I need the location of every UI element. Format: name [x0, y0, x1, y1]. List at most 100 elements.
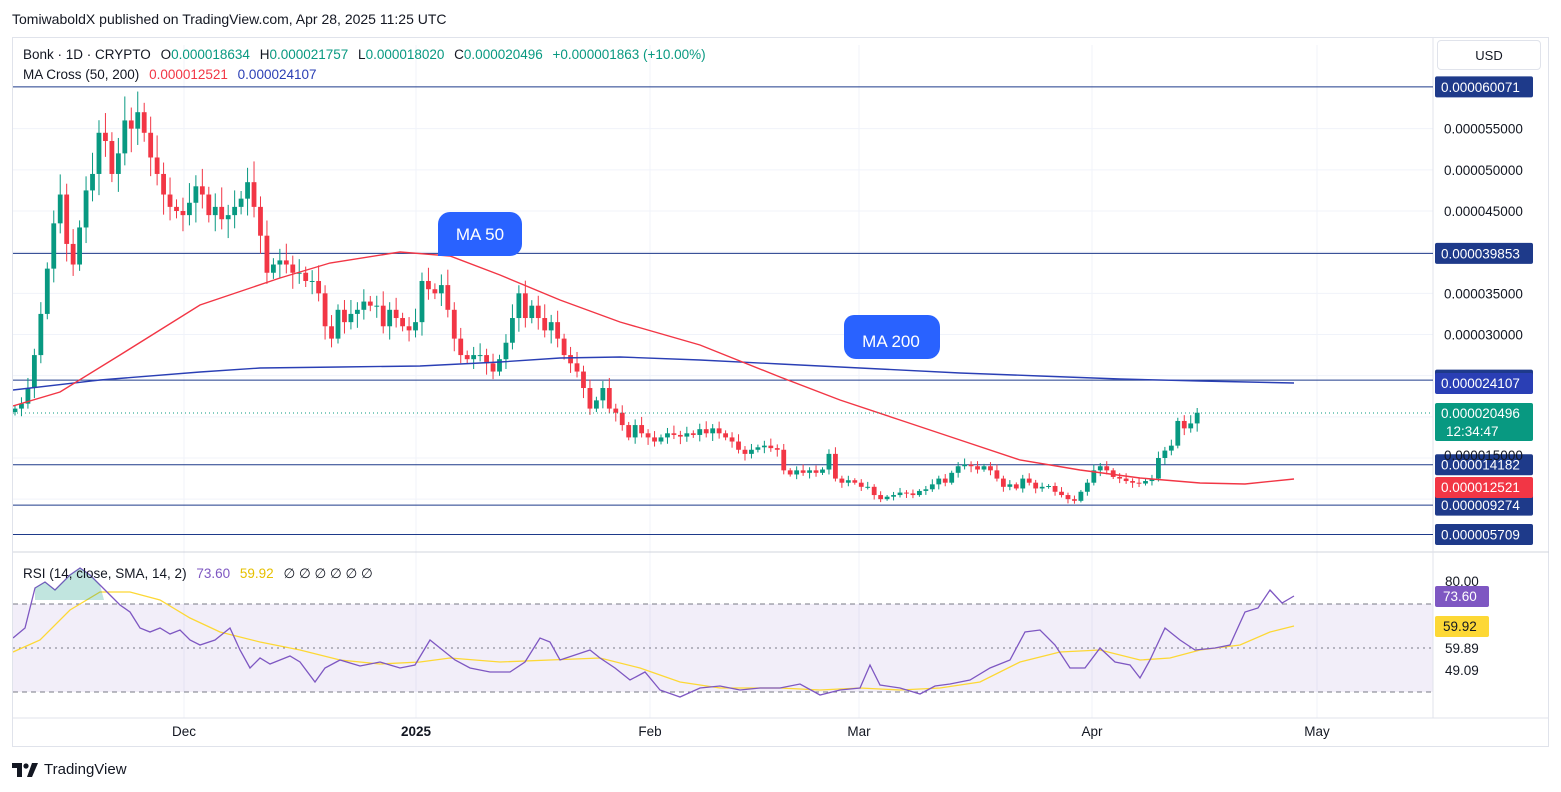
candle-111 — [729, 432, 735, 448]
candle-177 — [1156, 451, 1161, 482]
level-tag-text-5: 0.000005709 — [1441, 527, 1520, 542]
legend-h-label: H — [260, 47, 270, 62]
candle-88 — [581, 365, 586, 399]
candle-75 — [497, 354, 502, 376]
candle-84 — [555, 310, 561, 348]
candle-154 — [1007, 480, 1013, 491]
countdown-text: 12:34:47 — [1446, 424, 1499, 439]
candle-181 — [1181, 415, 1187, 436]
legend-rsi-extra: ∅ ∅ ∅ ∅ ∅ ∅ — [283, 566, 373, 581]
candle-81 — [535, 295, 541, 330]
ma200-annotation[interactable]: MA 200 — [844, 315, 940, 359]
candle-37 — [251, 161, 257, 218]
candle-172 — [1123, 473, 1129, 484]
candle-68 — [451, 302, 457, 352]
candle-96 — [632, 419, 638, 444]
price-axis-label-2: 0.000045000 — [1444, 204, 1523, 219]
candle-136 — [891, 491, 896, 501]
rsi-axis-80: 80.00 — [1445, 574, 1479, 589]
candle-46 — [309, 270, 315, 295]
candle-20 — [141, 102, 147, 142]
candle-167 — [1091, 464, 1097, 486]
candle-159 — [1039, 482, 1045, 492]
last-price-text: 0.000020496 — [1441, 406, 1520, 421]
candle-127 — [833, 447, 838, 482]
candle-131 — [858, 479, 864, 491]
publisher-header: TomiwaboldX published on TradingView.com… — [12, 11, 447, 27]
candle-24 — [167, 177, 173, 221]
candle-137 — [897, 487, 903, 498]
tradingview-footer[interactable]: TradingView — [12, 761, 127, 778]
legend-o-label: O — [161, 47, 172, 62]
candle-66 — [438, 274, 444, 307]
price-axis[interactable]: 0.000055000 0.000050000 0.000045000 0.00003… — [1444, 122, 1523, 343]
candle-79 — [522, 280, 528, 328]
candle-100 — [658, 434, 664, 445]
ma200-line — [13, 356, 1295, 391]
chart-container[interactable] — [12, 37, 1549, 747]
rsi-sma-line — [13, 591, 1295, 691]
candle-30 — [206, 186, 212, 223]
candle-139 — [910, 489, 916, 499]
level-tag-bg-1 — [1435, 242, 1533, 264]
candle-170 — [1110, 468, 1116, 480]
time-axis[interactable]: Dec 2025 Feb Mar Apr May — [172, 724, 1330, 739]
legend-rsi-value: 73.60 — [196, 566, 230, 581]
candle-0 — [13, 405, 18, 416]
candle-54 — [361, 289, 367, 320]
candle-22 — [154, 135, 160, 186]
candle-179 — [1168, 439, 1174, 456]
candle-92 — [606, 377, 612, 414]
candle-82 — [542, 304, 548, 338]
candle-40 — [271, 258, 276, 279]
candle-16 — [115, 137, 121, 192]
price-axis-label-0: 0.000055000 — [1444, 122, 1523, 137]
candle-94 — [619, 405, 625, 431]
candles — [13, 91, 1200, 504]
legend-high: 0.000021757 — [269, 47, 348, 62]
candle-33 — [225, 204, 231, 239]
candle-48 — [322, 285, 328, 340]
rsi-axis-v2: 49.09 — [1445, 663, 1479, 678]
candle-11 — [83, 176, 89, 244]
ma200-tag-text: 0.000024107 — [1441, 376, 1520, 391]
candle-165 — [1078, 489, 1084, 503]
candle-150 — [981, 463, 987, 472]
candle-10 — [77, 220, 82, 271]
candle-56 — [374, 295, 380, 318]
candle-83 — [548, 314, 554, 344]
candle-126 — [826, 449, 832, 475]
candle-99 — [652, 431, 657, 447]
ma50-annotation[interactable]: MA 50 — [438, 212, 522, 256]
time-label-apr: Apr — [1081, 724, 1103, 739]
candle-19 — [135, 91, 141, 145]
candle-125 — [820, 467, 825, 475]
legend-ma50-value: 0.000012521 — [149, 67, 228, 82]
candle-59 — [393, 297, 399, 328]
candle-15 — [109, 132, 115, 183]
candle-85 — [561, 333, 567, 360]
rsi-axis-v1: 59.89 — [1445, 641, 1479, 656]
ma200-annotation-text: MA 200 — [862, 332, 920, 351]
candle-64 — [426, 267, 431, 300]
candle-76 — [503, 334, 509, 369]
candle-140 — [917, 489, 922, 497]
candle-178 — [1162, 446, 1168, 465]
candle-182 — [1188, 415, 1194, 433]
candle-21 — [148, 116, 154, 177]
candle-144 — [942, 474, 948, 487]
candle-8 — [64, 183, 70, 262]
legend-ma-name: MA Cross (50, 200) — [23, 67, 139, 82]
currency-button[interactable]: USD — [1437, 40, 1541, 70]
legend-open: 0.000018634 — [171, 47, 250, 62]
candle-148 — [968, 461, 974, 473]
candle-58 — [387, 302, 393, 340]
candle-113 — [742, 446, 748, 461]
candle-101 — [665, 427, 670, 444]
candle-98 — [645, 429, 651, 445]
candle-65 — [432, 283, 438, 300]
level-tags: 0.0000600710.0000398530.0000244630.00001… — [1435, 76, 1533, 545]
candle-41 — [277, 248, 283, 279]
candle-149 — [975, 461, 980, 474]
